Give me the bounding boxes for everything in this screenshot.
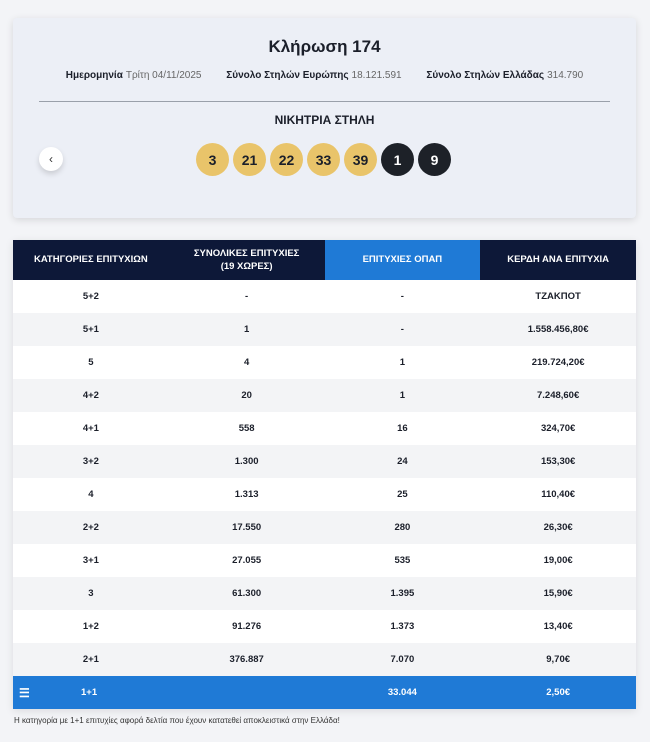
prize-cell: 2,50€ [480, 676, 636, 709]
header-prize: ΚΕΡΔΗ ΑΝΑ ΕΠΙΤΥΧΙΑ [480, 240, 636, 280]
star-ball: 9 [418, 143, 451, 176]
greece-columns-label: Σύνολο Στηλών Ελλάδας [426, 70, 545, 81]
table-row-greece: ☰ 1+1 33.044 2,50€ [13, 676, 636, 709]
greek-flag-icon: ☰ [19, 686, 30, 700]
opap-cell: 33.044 [324, 676, 481, 709]
opap-wins-cell: 1.373 [324, 610, 481, 643]
opap-wins-cell: 280 [324, 511, 481, 544]
footnote: Η κατηγορία με 1+1 επιτυχίες αφορά δελτί… [14, 716, 340, 725]
total-wins-cell: 558 [168, 412, 325, 445]
prize-cell: 26,30€ [480, 511, 636, 544]
chevron-left-icon: ‹ [49, 152, 53, 166]
category-cell: 3+2 [13, 445, 169, 478]
opap-wins-cell: 1 [324, 346, 481, 379]
total-wins-cell: 4 [168, 346, 325, 379]
prize-cell: 7.248,60€ [480, 379, 636, 412]
total-wins-cell: 91.276 [168, 610, 325, 643]
prize-cell: ΤΖΑΚΠΟΤ [480, 280, 636, 313]
number-ball: 21 [233, 143, 266, 176]
opap-wins-cell: 1 [324, 379, 481, 412]
total-wins-cell: 1.300 [168, 445, 325, 478]
table-row: 2+1 376.887 7.070 9,70€ [13, 643, 636, 676]
prize-cell: 219.724,20€ [480, 346, 636, 379]
category-cell: 4+1 [13, 412, 169, 445]
table-row: 3+2 1.300 24 153,30€ [13, 445, 636, 478]
table-row: 5+1 1-1.558.456,80€ [13, 313, 636, 346]
opap-wins-cell: - [324, 280, 481, 313]
category-cell: ☰ 1+1 [13, 676, 325, 709]
category-cell: 3 [13, 577, 169, 610]
prize-cell: 1.558.456,80€ [480, 313, 636, 346]
category-cell: 2+1 [13, 643, 169, 676]
prize-cell: 153,30€ [480, 445, 636, 478]
draw-meta: Ημερομηνία Τρίτη 04/11/2025 Σύνολο Στηλών… [13, 70, 636, 81]
header-total-wins-line2: (19 ΧΩΡΕΣ) [220, 261, 273, 272]
number-ball: 39 [344, 143, 377, 176]
table-row: 5+2- - ΤΖΑΚΠΟΤ [13, 280, 636, 313]
header-total-wins: ΣΥΝΟΛΙΚΕΣ ΕΠΙΤΥΧΙΕΣ (19 ΧΩΡΕΣ) [168, 240, 325, 280]
prize-cell: 15,90€ [480, 577, 636, 610]
draw-title: Κλήρωση 174 [268, 37, 381, 56]
europe-columns-value: 18.121.591 [351, 70, 402, 81]
prize-cell: 19,00€ [480, 544, 636, 577]
greece-columns-value: 314.790 [547, 70, 584, 81]
prize-cell: 9,70€ [480, 643, 636, 676]
opap-wins-cell: 7.070 [324, 643, 481, 676]
header-opap-wins: ΕΠΙΤΥΧΙΕΣ ΟΠΑΠ [324, 240, 481, 280]
prize-cell: 110,40€ [480, 478, 636, 511]
table-row: 1+2 91.276 1.373 13,40€ [13, 610, 636, 643]
opap-wins-cell: 535 [324, 544, 481, 577]
category-cell: 2+2 [13, 511, 169, 544]
opap-wins-cell: 1.395 [324, 577, 481, 610]
table-row: 3 61.300 1.395 15,90€ [13, 577, 636, 610]
category-cell: 5+1 [13, 313, 169, 346]
europe-columns-label: Σύνολο Στηλών Ευρώπης [226, 70, 349, 81]
opap-wins-cell: 24 [324, 445, 481, 478]
header-total-wins-line1: ΣΥΝΟΛΙΚΕΣ ΕΠΙΤΥΧΙΕΣ [193, 247, 300, 259]
table-row: 3+1 27.055 535 19,00€ [13, 544, 636, 577]
category-value: 1+1 [81, 687, 98, 698]
total-wins-cell: 1 [168, 313, 325, 346]
total-wins-cell: 61.300 [168, 577, 325, 610]
table-row: 2+2 17.550 280 26,30€ [13, 511, 636, 544]
number-ball: 3 [196, 143, 229, 176]
number-ball: 22 [270, 143, 303, 176]
number-ball: 33 [307, 143, 340, 176]
prize-cell: 324,70€ [480, 412, 636, 445]
draw-card: Κλήρωση 174 Ημερομηνία Τρίτη 04/11/2025 Σ… [13, 18, 636, 218]
star-ball: 1 [381, 143, 414, 176]
date-label: Ημερομηνία [65, 70, 123, 81]
opap-wins-cell: 25 [324, 478, 481, 511]
category-cell: 5 [13, 346, 169, 379]
divider [39, 101, 610, 102]
category-cell: 4+2 [13, 379, 169, 412]
table-row: 5 4 1 219.724,20€ [13, 346, 636, 379]
total-wins-cell: 27.055 [168, 544, 325, 577]
opap-wins-cell: 16 [324, 412, 481, 445]
total-wins-cell: 20 [168, 379, 325, 412]
category-cell: 4 [13, 478, 169, 511]
winning-numbers: 3 21 22 33 39 1 9 [13, 143, 636, 176]
total-wins-cell: 1.313 [168, 478, 325, 511]
category-cell: 1+2 [13, 610, 169, 643]
prize-table: ΚΑΤΗΓΟΡΙΕΣ ΕΠΙΤΥΧΙΩΝ ΣΥΝΟΛΙΚΕΣ ΕΠΙΤΥΧΙΕΣ… [13, 240, 636, 709]
header-categories: ΚΑΤΗΓΟΡΙΕΣ ΕΠΙΤΥΧΙΩΝ [13, 240, 169, 280]
total-wins-cell: 376.887 [168, 643, 325, 676]
table-row: 4+1 558 16 324,70€ [13, 412, 636, 445]
table-row: 4+2 20 1 7.248,60€ [13, 379, 636, 412]
category-cell: 3+1 [13, 544, 169, 577]
category-cell: 5+2 [13, 280, 169, 313]
previous-draw-button[interactable]: ‹ [39, 147, 63, 171]
date-value: Τρίτη 04/11/2025 [125, 70, 202, 81]
winning-column-label: ΝΙΚΗΤΡΙΑ ΣΤΗΛΗ [274, 113, 375, 127]
table-row: 4 1.313 25 110,40€ [13, 478, 636, 511]
total-wins-cell: 17.550 [168, 511, 325, 544]
opap-wins-cell: - [324, 313, 481, 346]
prize-cell: 13,40€ [480, 610, 636, 643]
total-wins-cell: - [168, 280, 325, 313]
